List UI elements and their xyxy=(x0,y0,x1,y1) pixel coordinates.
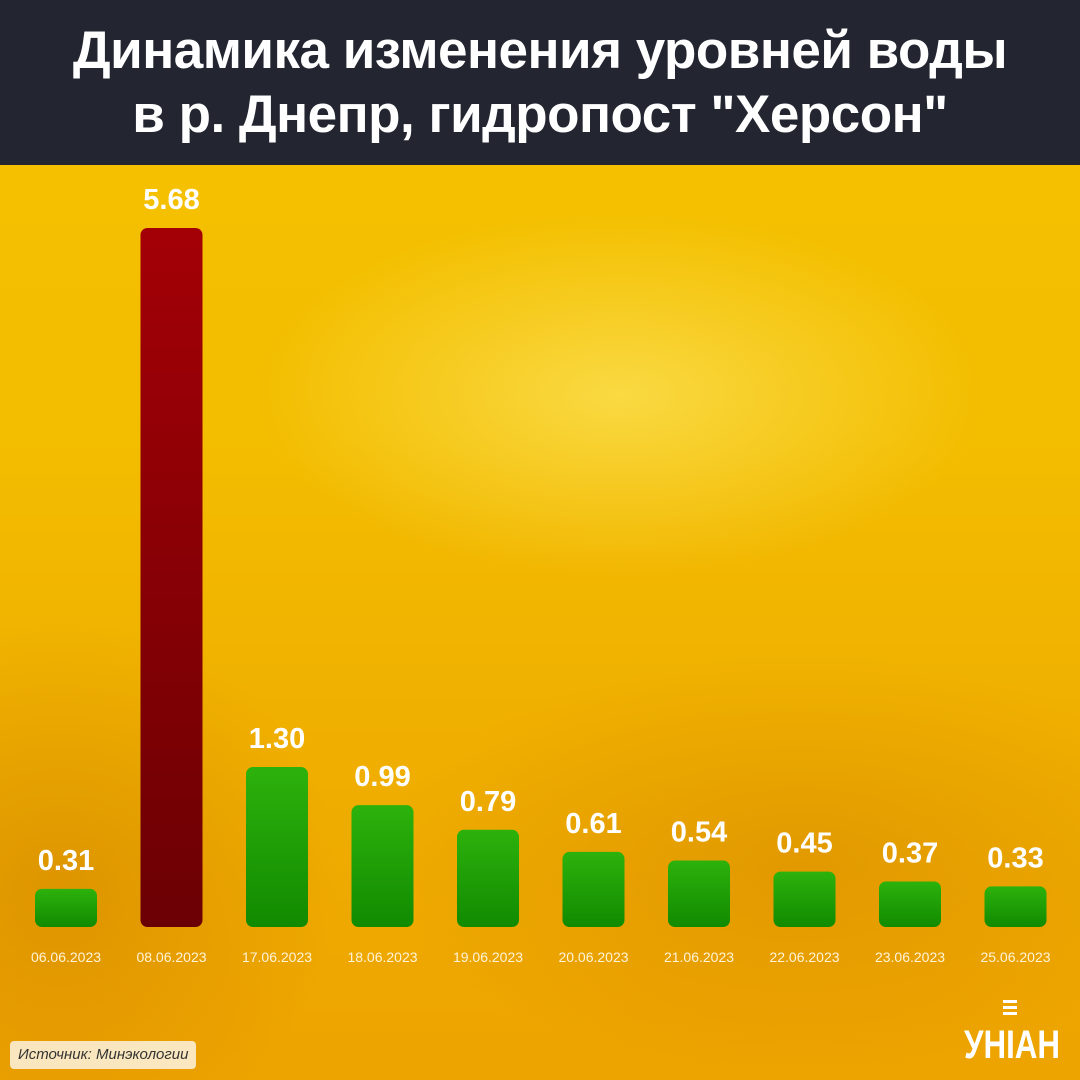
x-tick-label: 08.06.2023 xyxy=(136,949,206,965)
bar-18.06.2023 xyxy=(351,805,414,927)
value-label: 0.45 xyxy=(776,828,832,860)
x-tick-label: 25.06.2023 xyxy=(980,949,1050,965)
value-label: 5.68 xyxy=(143,184,199,216)
x-tick-label: 17.06.2023 xyxy=(242,949,312,965)
bar-08.06.2023 xyxy=(140,228,203,927)
bar-20.06.2023 xyxy=(562,851,625,927)
bar-22.06.2023 xyxy=(773,871,836,927)
x-tick-label: 06.06.2023 xyxy=(31,949,101,965)
bar-23.06.2023 xyxy=(879,881,941,927)
header: Динамика изменения уровней воды в р. Дне… xyxy=(0,0,1080,165)
logo-text: УНІАН xyxy=(964,1023,1060,1062)
x-tick-label: 19.06.2023 xyxy=(453,949,523,965)
value-label: 1.30 xyxy=(249,723,305,755)
bar-25.06.2023 xyxy=(984,886,1047,927)
bar-17.06.2023 xyxy=(246,767,308,927)
value-label: 0.37 xyxy=(882,837,938,869)
value-label: 0.99 xyxy=(354,761,410,793)
bar-19.06.2023 xyxy=(457,829,519,927)
value-label: 0.79 xyxy=(460,786,516,818)
x-tick-label: 18.06.2023 xyxy=(347,949,417,965)
bar-21.06.2023 xyxy=(668,860,730,927)
unian-logo: УНІАН xyxy=(964,1000,1060,1062)
value-label: 0.61 xyxy=(565,808,621,840)
x-tick-label: 21.06.2023 xyxy=(664,949,734,965)
source-note: Источник: Минэкологии xyxy=(10,1041,197,1069)
title-line-1: Динамика изменения уровней воды xyxy=(72,20,1008,80)
x-tick-label: 20.06.2023 xyxy=(558,949,628,965)
title-line-2: в р. Днепр, гидропост "Херсон" xyxy=(132,84,948,144)
bar-06.06.2023 xyxy=(35,888,97,927)
value-label: 0.33 xyxy=(987,842,1043,874)
x-tick-label: 23.06.2023 xyxy=(875,949,945,965)
value-label: 0.54 xyxy=(671,817,727,849)
value-label: 0.31 xyxy=(38,845,94,877)
x-tick-label: 22.06.2023 xyxy=(769,949,839,965)
